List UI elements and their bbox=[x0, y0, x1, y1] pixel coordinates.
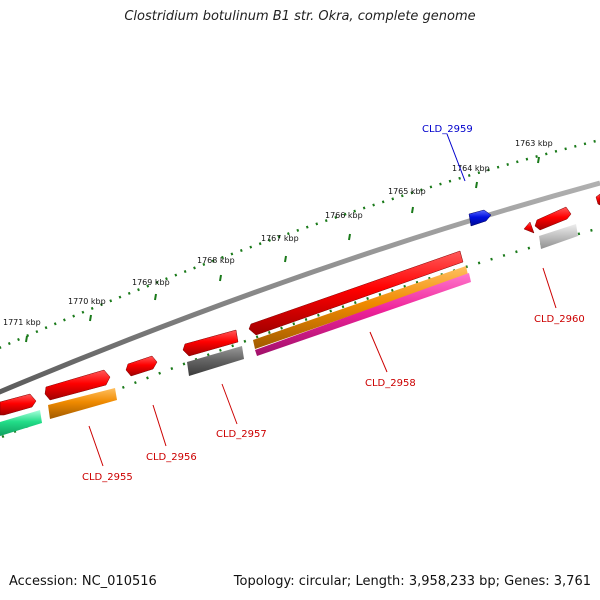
tick-label: 1769 kbp bbox=[132, 278, 170, 287]
leader-line bbox=[152, 404, 167, 447]
length-label: Length: bbox=[355, 574, 405, 589]
tick-mark bbox=[537, 156, 540, 164]
hit-feature bbox=[255, 273, 471, 356]
leader-line bbox=[369, 331, 388, 373]
tick-marks bbox=[25, 156, 540, 343]
leader-line bbox=[542, 267, 557, 309]
accession-info: Accession: NC_010516 bbox=[9, 574, 157, 589]
hit-feature bbox=[48, 388, 117, 419]
genes-value: 3,761 bbox=[553, 574, 591, 589]
leader-line bbox=[221, 383, 238, 425]
genome-backbone bbox=[0, 180, 600, 395]
gene-label-cld-2955[interactable]: CLD_2955 bbox=[82, 472, 133, 483]
gene-label-cld-2956[interactable]: CLD_2956 bbox=[146, 452, 197, 463]
leader-line bbox=[88, 425, 104, 467]
tick-label: 1765 kbp bbox=[388, 187, 426, 196]
gene-feature[interactable] bbox=[248, 250, 464, 336]
leader-line bbox=[446, 133, 466, 182]
tick-label: 1770 kbp bbox=[68, 297, 106, 306]
label-leader-lines bbox=[88, 133, 557, 467]
tick-labels: 1771 kbp 1770 kbp 1769 kbp 1768 kbp 1767… bbox=[3, 139, 553, 327]
tick-label: 1771 kbp bbox=[3, 318, 41, 327]
tick-mark bbox=[475, 181, 478, 189]
tick-mark bbox=[219, 274, 222, 282]
tick-mark bbox=[284, 255, 287, 263]
outer-dotted-track bbox=[0, 138, 600, 349]
hit-feature bbox=[187, 346, 244, 376]
accession-value: NC_010516 bbox=[81, 574, 157, 589]
gene-label-cld-2960[interactable]: CLD_2960 bbox=[534, 314, 585, 325]
gene-feature-cld-2959[interactable] bbox=[468, 209, 492, 227]
tick-label: 1766 kbp bbox=[325, 211, 363, 220]
topology-label: Topology: bbox=[233, 574, 295, 589]
tick-mark bbox=[89, 314, 92, 322]
gene-feature[interactable] bbox=[595, 193, 600, 206]
gene-label-cld-2957[interactable]: CLD_2957 bbox=[216, 429, 267, 440]
gene-feature[interactable] bbox=[523, 221, 535, 234]
tick-label: 1768 kbp bbox=[197, 256, 235, 265]
hit-tracks bbox=[0, 224, 578, 436]
tick-mark bbox=[411, 206, 414, 214]
gene-feature[interactable] bbox=[534, 206, 572, 231]
topology-value: circular bbox=[298, 574, 347, 589]
gene-feature[interactable] bbox=[125, 355, 158, 377]
hit-feature bbox=[539, 224, 578, 249]
tick-mark bbox=[25, 335, 28, 343]
tick-mark bbox=[154, 293, 157, 301]
tick-mark bbox=[348, 233, 351, 241]
gene-label-cld-2958[interactable]: CLD_2958 bbox=[365, 378, 416, 389]
forward-genes bbox=[0, 193, 600, 416]
map-title: Clostridium botulinum B1 str. Okra, comp… bbox=[124, 9, 476, 24]
hit-feature bbox=[0, 410, 42, 436]
gene-labels: CLD_2959 CLD_2960 CLD_2958 CLD_2957 CLD_… bbox=[82, 124, 585, 483]
gene-feature[interactable] bbox=[182, 329, 239, 357]
gene-feature[interactable] bbox=[44, 369, 111, 401]
hit-feature bbox=[253, 266, 468, 349]
tick-label: 1764 kbp bbox=[452, 164, 490, 173]
tick-label: 1763 kbp bbox=[515, 139, 553, 148]
length-value: 3,958,233 bp bbox=[408, 574, 496, 589]
tick-label: 1767 kbp bbox=[261, 234, 299, 243]
genome-summary: Topology: circular; Length: 3,958,233 bp… bbox=[233, 574, 591, 589]
genes-label: Genes: bbox=[504, 574, 550, 589]
gene-label-cld-2959[interactable]: CLD_2959 bbox=[422, 124, 473, 135]
accession-label: Accession: bbox=[9, 574, 78, 589]
gene-feature[interactable] bbox=[0, 393, 37, 416]
